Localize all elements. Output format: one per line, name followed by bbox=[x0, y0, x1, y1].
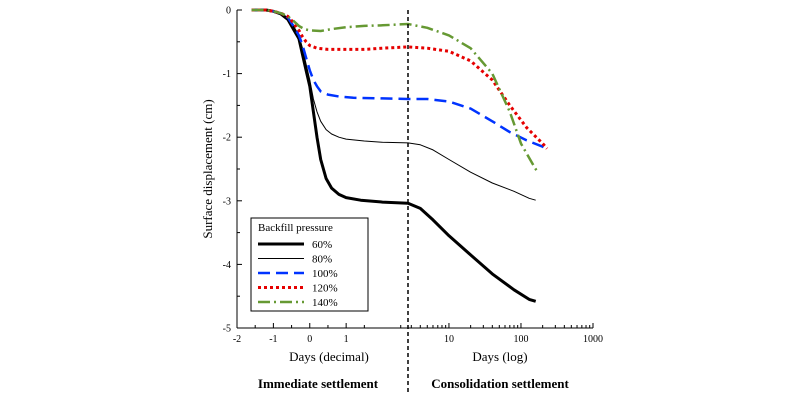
legend-title: Backfill pressure bbox=[258, 222, 333, 234]
y-tick-label: -3 bbox=[223, 196, 231, 207]
x-axis-title-decimal: Days (decimal) bbox=[289, 349, 369, 364]
legend: Backfill pressure 60% 80% 100% 120% 140% bbox=[250, 217, 369, 312]
x-tick-label: 1000 bbox=[583, 334, 603, 345]
x-axis-ticks: -2 -1 0 1 10 100 1000 bbox=[233, 323, 603, 345]
legend-label-60pct: 60% bbox=[312, 239, 332, 251]
y-tick-label: -2 bbox=[223, 133, 231, 144]
series-line-120pct bbox=[251, 8, 549, 150]
x-axis-title-log: Days (log) bbox=[472, 349, 527, 364]
legend-label-80pct: 80% bbox=[312, 254, 332, 266]
legend-label-100pct: 100% bbox=[312, 268, 338, 280]
series-layer bbox=[251, 8, 549, 303]
y-tick-label: -4 bbox=[223, 260, 231, 271]
legend-label-120pct: 120% bbox=[312, 283, 338, 295]
x-tick-label: -2 bbox=[233, 334, 241, 345]
y-tick-label: -5 bbox=[223, 324, 231, 335]
x-tick-label: 100 bbox=[513, 334, 528, 345]
immediate-settlement-label: Immediate settlement bbox=[258, 376, 379, 391]
series-line-60pct bbox=[251, 8, 537, 303]
consolidation-settlement-label: Consolidation settlement bbox=[431, 376, 569, 391]
plot-area: 0 -1 -2 -3 -4 -5 -2 -1 0 1 10 100 1000 bbox=[223, 6, 603, 392]
legend-box bbox=[250, 217, 369, 312]
x-tick-label: 1 bbox=[344, 334, 349, 345]
series-line-80pct bbox=[251, 9, 536, 201]
series-line-140pct bbox=[251, 8, 539, 173]
x-tick-label: 10 bbox=[444, 334, 454, 345]
x-tick-label: -1 bbox=[269, 334, 277, 345]
y-axis-title: Surface displacement (cm) bbox=[200, 99, 215, 238]
y-tick-label: 0 bbox=[226, 6, 231, 17]
y-tick-label: -1 bbox=[223, 69, 231, 80]
legend-label-140pct: 140% bbox=[312, 297, 338, 309]
legend-items: 60% 80% 100% 120% 140% bbox=[258, 239, 338, 309]
y-axis-ticks: 0 -1 -2 -3 -4 -5 bbox=[223, 6, 242, 335]
series-line-100pct bbox=[251, 8, 548, 150]
x-tick-label: 0 bbox=[307, 334, 312, 345]
